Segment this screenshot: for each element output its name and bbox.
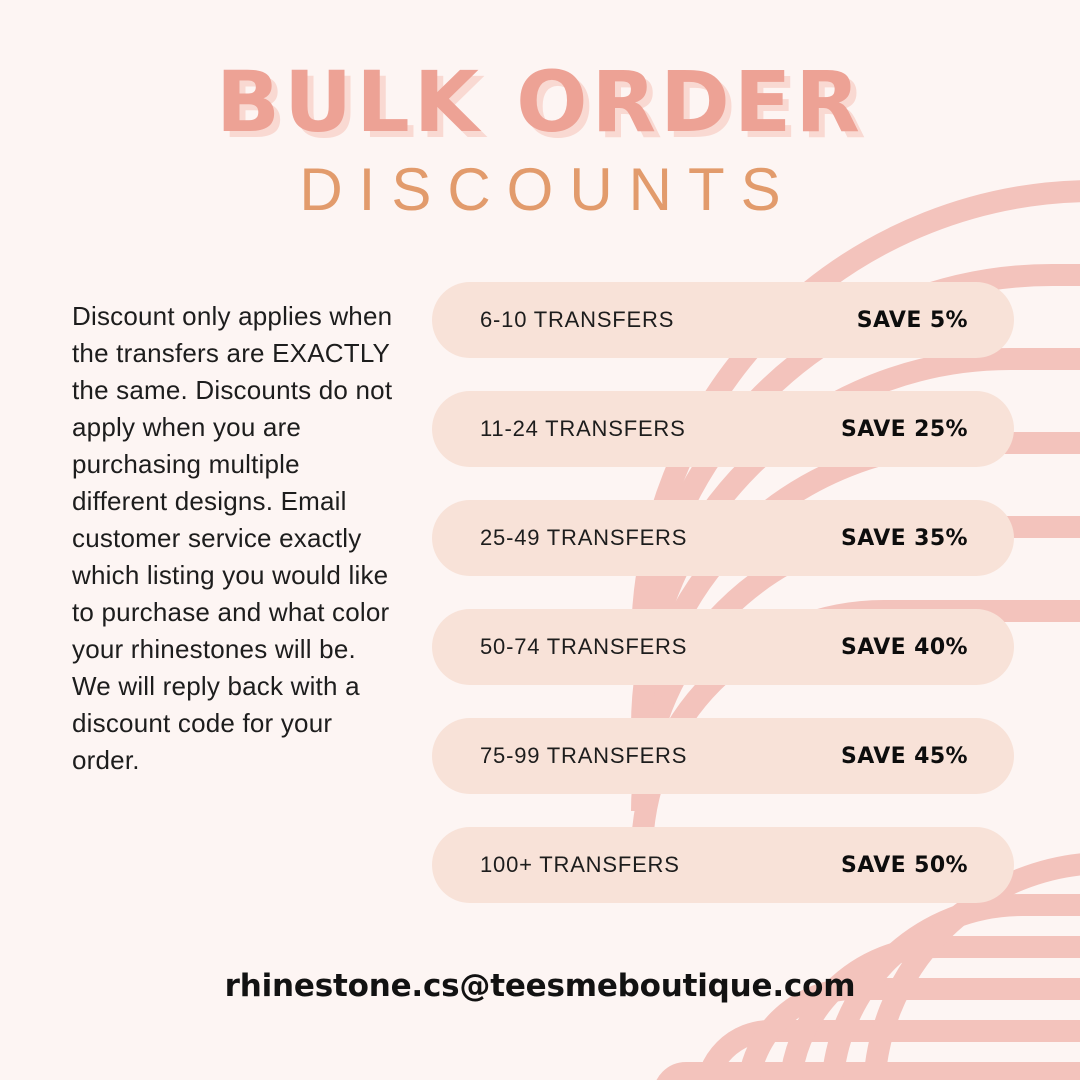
policy-paragraph: Discount only applies when the transfers…: [72, 301, 393, 775]
discount-tier-list: 6-10 TRANSFERS SAVE 5% 11-24 TRANSFERS S…: [432, 282, 1014, 903]
tier-range-label: 25-49 TRANSFERS: [480, 525, 688, 550]
tier-save-badge: SAVE 25%: [841, 416, 968, 442]
poster-header: BULK ORDER DISCOUNTS: [0, 60, 1080, 220]
tier-range-label: 50-74 TRANSFERS: [480, 634, 688, 659]
tier-save-badge: SAVE 45%: [841, 743, 968, 769]
tier-range-label: 100+ TRANSFERS: [480, 852, 680, 877]
tier-save-badge: SAVE 5%: [856, 307, 968, 333]
table-row[interactable]: 11-24 TRANSFERS SAVE 25%: [432, 391, 1014, 467]
table-row[interactable]: 25-49 TRANSFERS SAVE 35%: [432, 500, 1014, 576]
table-row[interactable]: 6-10 TRANSFERS SAVE 5%: [432, 282, 1014, 358]
contact-email[interactable]: rhinestone.cs@teesmeboutique.com: [224, 968, 856, 1004]
arc-stripe-2: [696, 1020, 1080, 1080]
page-title: BULK ORDER: [216, 53, 864, 151]
tier-range-label: 6-10 TRANSFERS: [480, 307, 675, 332]
arc-stripe-1: [656, 1062, 1080, 1080]
tier-range-label: 75-99 TRANSFERS: [480, 743, 688, 768]
table-row[interactable]: 50-74 TRANSFERS SAVE 40%: [432, 609, 1014, 685]
table-row[interactable]: 75-99 TRANSFERS SAVE 45%: [432, 718, 1014, 794]
page-subtitle: DISCOUNTS: [299, 156, 797, 223]
tier-save-badge: SAVE 50%: [841, 852, 968, 878]
table-row[interactable]: 100+ TRANSFERS SAVE 50%: [432, 827, 1014, 903]
tier-range-label: 11-24 TRANSFERS: [480, 416, 686, 441]
tier-save-badge: SAVE 40%: [841, 634, 968, 660]
tier-save-badge: SAVE 35%: [841, 525, 968, 551]
arc-stripe-4: [779, 936, 1080, 1080]
